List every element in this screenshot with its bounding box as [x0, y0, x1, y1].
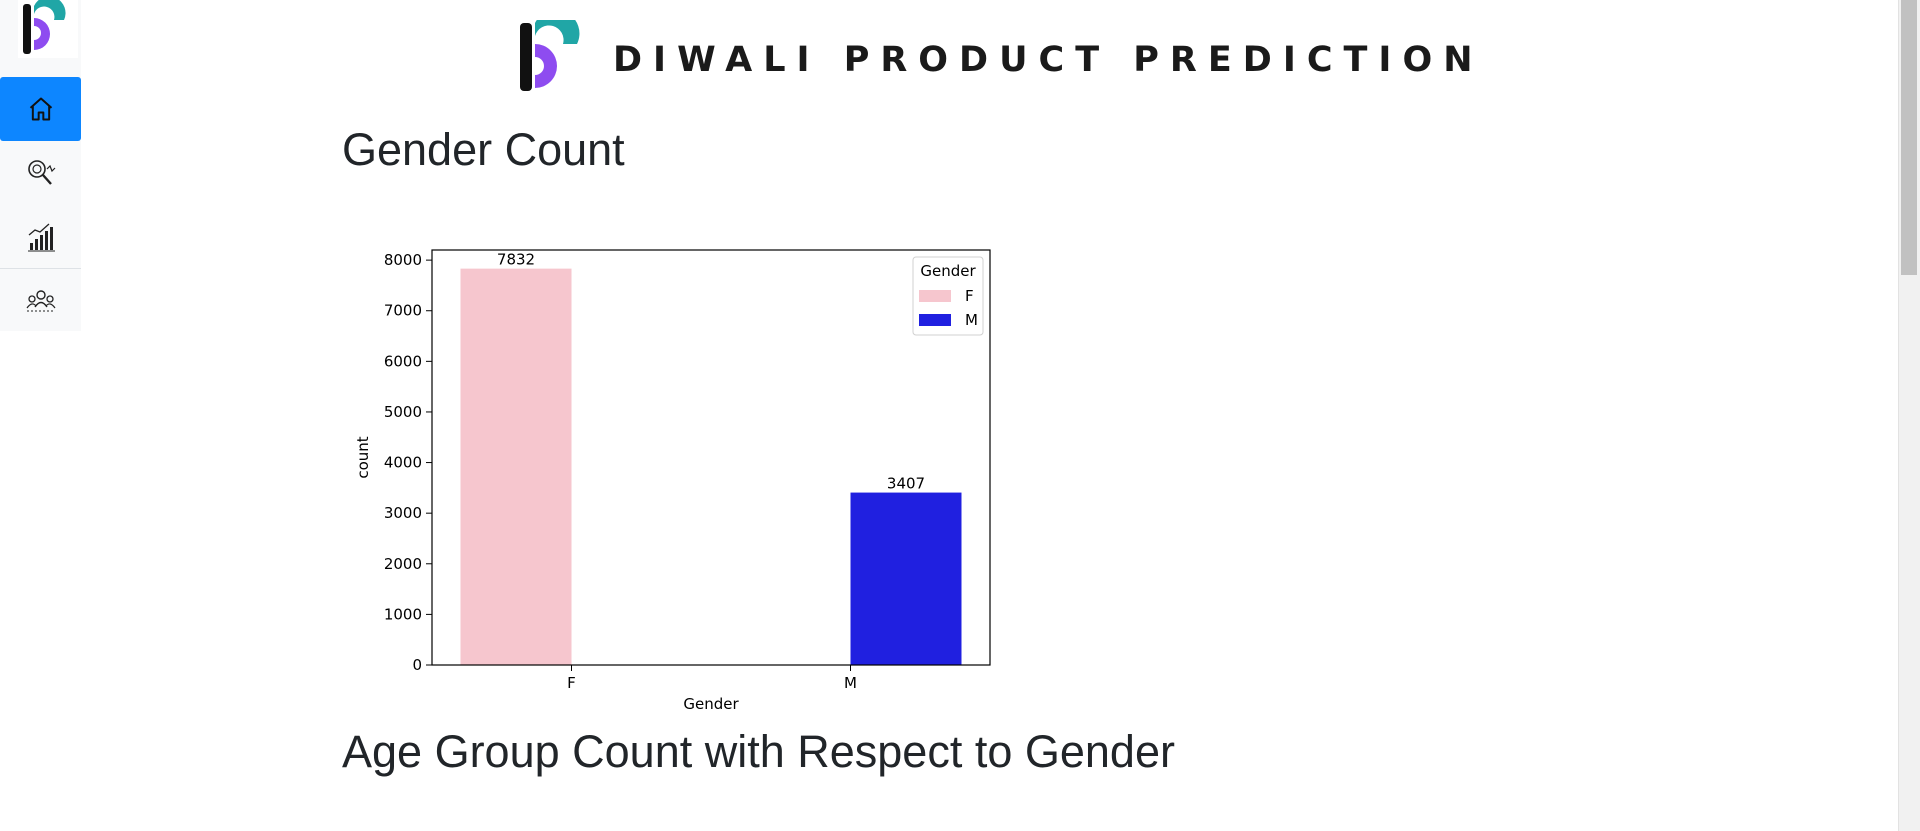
sidebar: [0, 0, 81, 331]
x-tick-label-F: F: [567, 674, 576, 692]
brand-logo[interactable]: [18, 0, 78, 58]
logo-icon: [23, 0, 66, 54]
sidebar-item-team[interactable]: [0, 269, 81, 333]
banner-title: DIWALI PRODUCT PREDICTION: [613, 40, 1484, 80]
scrollbar-thumb[interactable]: [1901, 0, 1917, 275]
legend-swatch-M: [919, 314, 951, 326]
y-tick-label-4000: 4000: [384, 454, 422, 472]
y-tick-label-6000: 6000: [384, 352, 422, 370]
bar-M: [850, 492, 962, 665]
age-group-heading: Age Group Count with Respect to Gender: [342, 726, 1175, 777]
header-banner: [440, 0, 1440, 118]
bar-F: [460, 268, 572, 665]
plot-frame: [431, 249, 991, 666]
sidebar-item-home[interactable]: [0, 77, 81, 141]
sidebar-divider: [0, 268, 81, 269]
y-tick-label-8000: 8000: [384, 251, 422, 269]
data-label-F: 7832: [497, 251, 535, 269]
sidebar-item-growth[interactable]: [0, 205, 81, 269]
legend-label-M: M: [965, 311, 978, 329]
legend-label-F: F: [965, 287, 974, 305]
chart-svg: 7832 F 3407 M 0 1000 2000 3000 4000 5000 6000 7000 8…: [354, 249, 991, 713]
x-tick-label-M: M: [844, 674, 857, 692]
y-tick-label-1000: 1000: [384, 605, 422, 623]
gender-count-heading: Gender Count: [342, 124, 625, 175]
legend-title: Gender: [920, 262, 976, 280]
team-icon: [26, 290, 55, 312]
x-axis-label: Gender: [683, 695, 739, 713]
gender-count-chart: 7832 F 3407 M 0 1000 2000 3000 4000 5000 6000 7000 8…: [342, 228, 1022, 718]
y-tick-label-5000: 5000: [384, 403, 422, 421]
analysis-magnifier-icon: [27, 160, 55, 185]
brand-logo-icon: [520, 20, 580, 91]
legend-swatch-F: [919, 290, 951, 302]
home-icon: [29, 97, 52, 121]
y-tick-label-2000: 2000: [384, 555, 422, 573]
bar-growth-icon: [27, 223, 55, 252]
sidebar-item-analysis[interactable]: [0, 141, 81, 205]
y-tick-label-3000: 3000: [384, 504, 422, 522]
y-axis-label: count: [354, 436, 372, 478]
y-tick-label-7000: 7000: [384, 302, 422, 320]
y-tick-label-0: 0: [412, 656, 422, 674]
data-label-M: 3407: [887, 475, 925, 493]
